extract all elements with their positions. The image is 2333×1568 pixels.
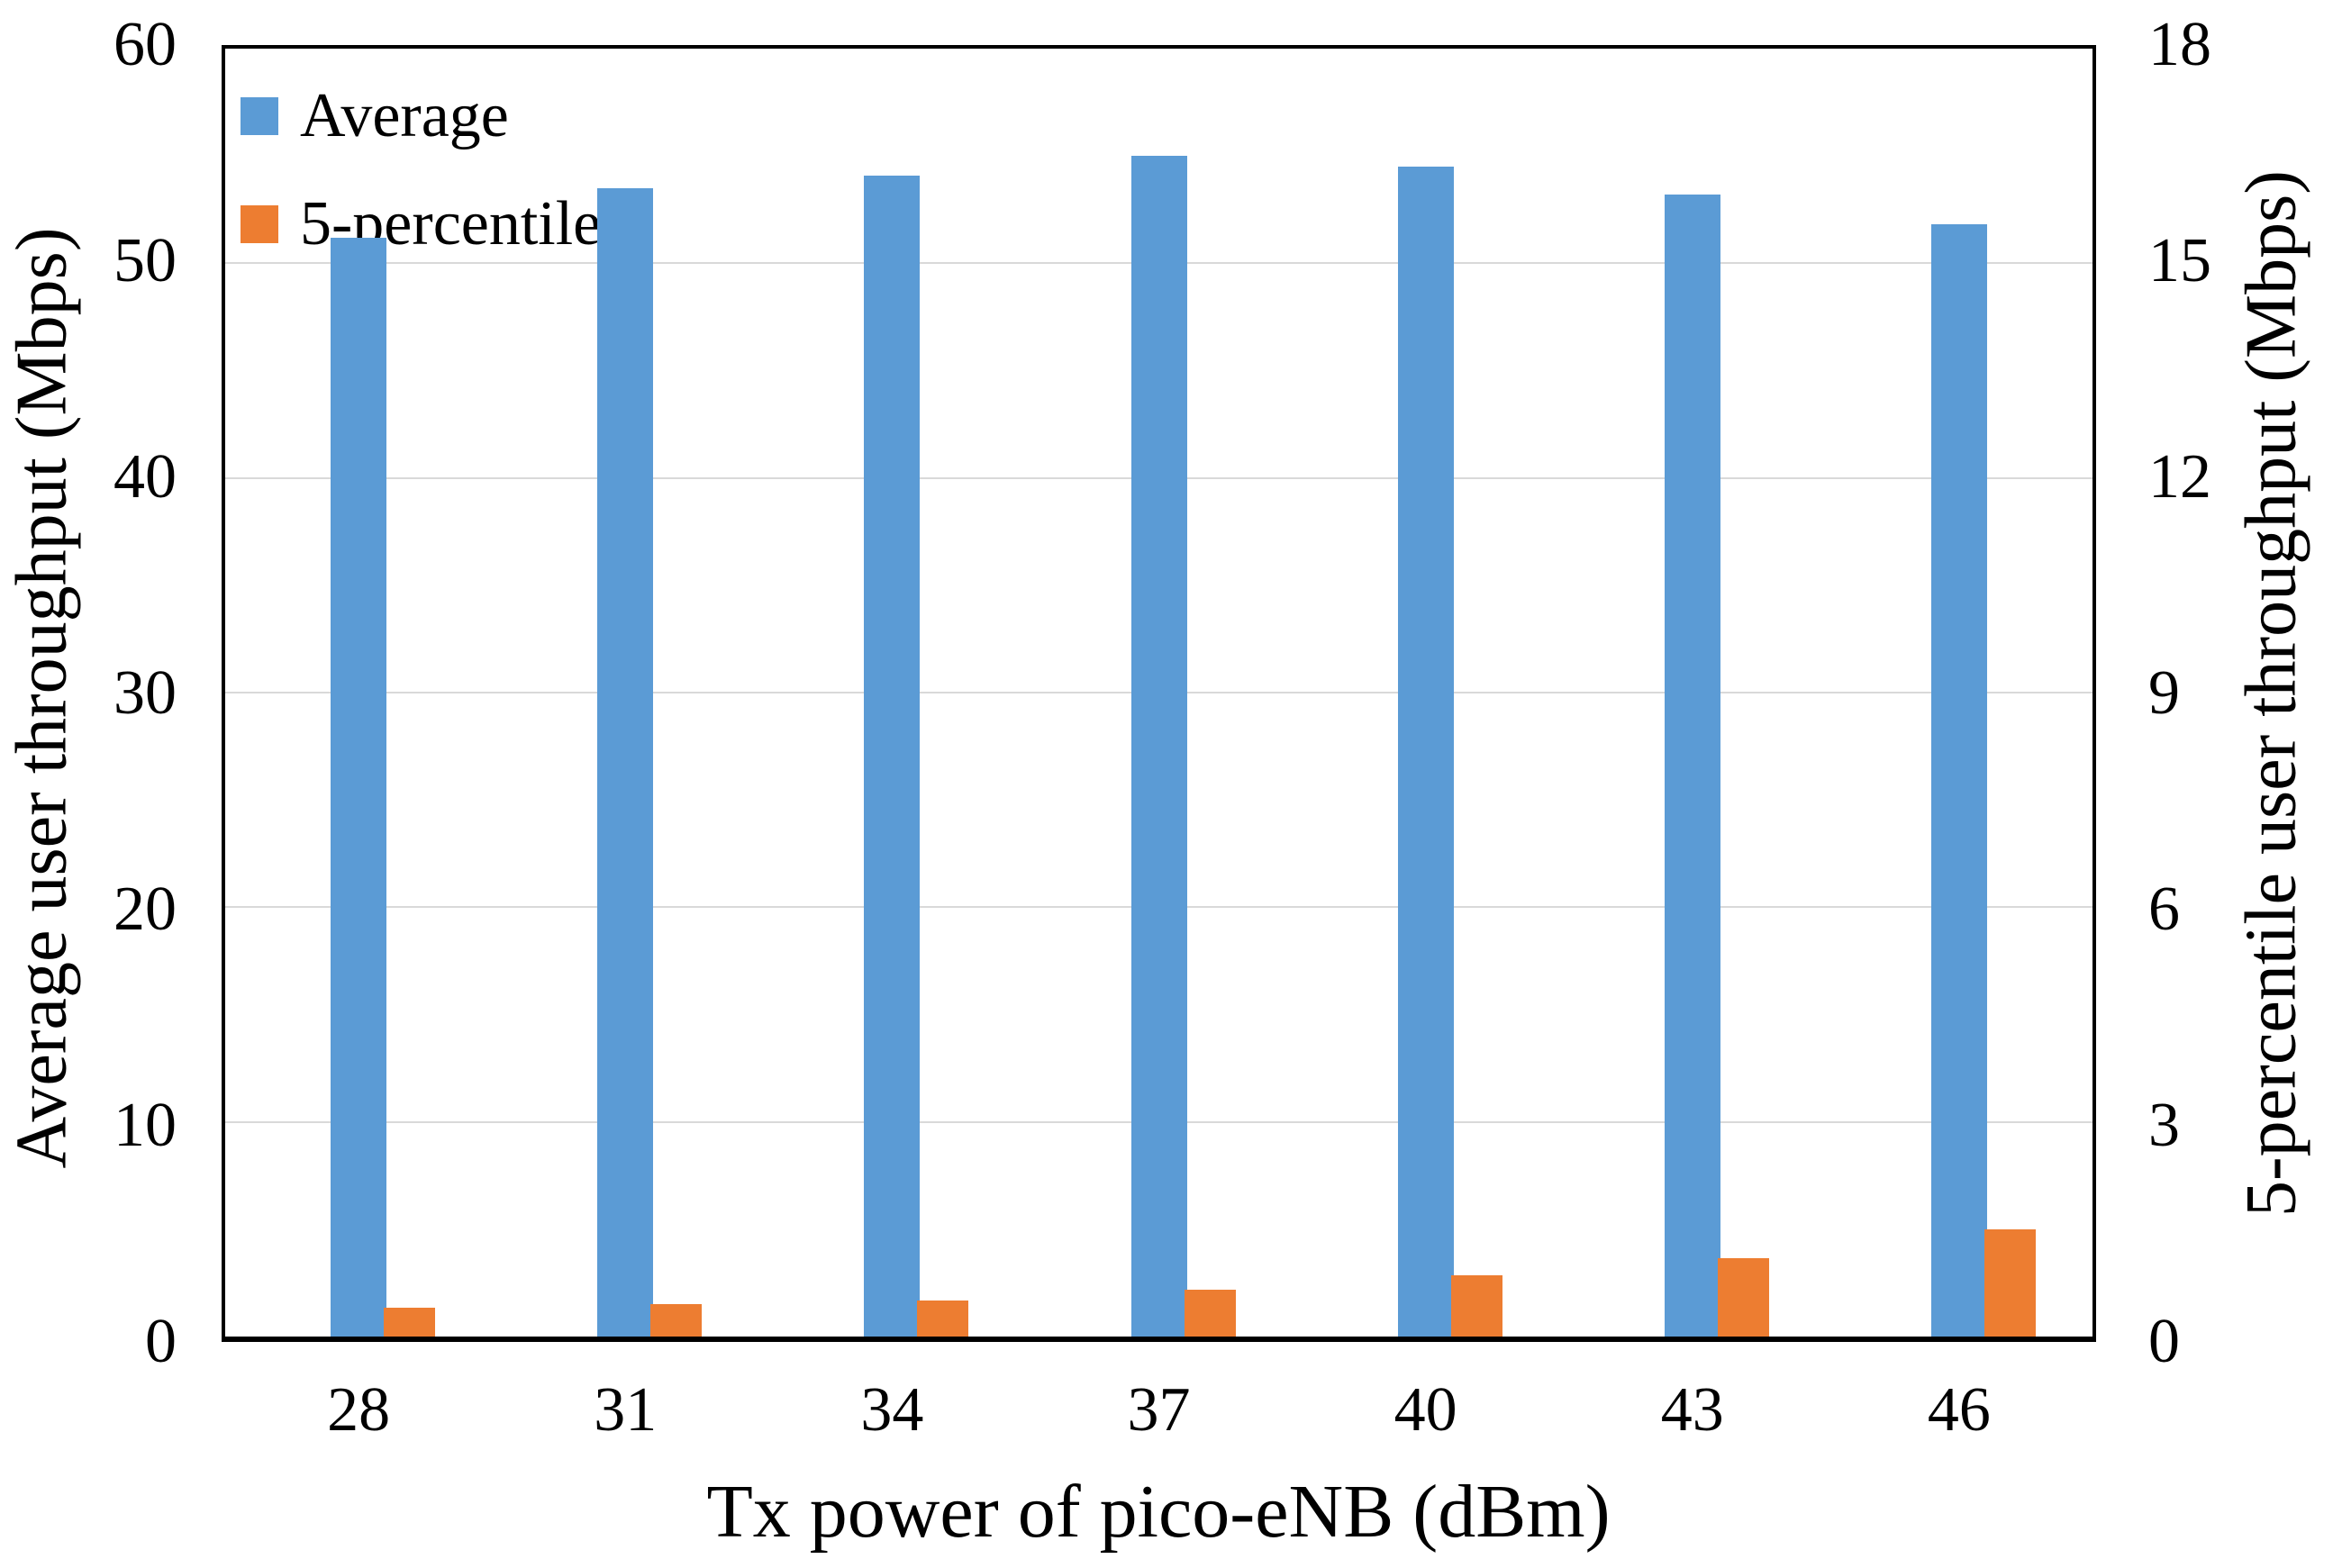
bar-5-percentile-28 (384, 1308, 436, 1337)
legend-label-average: Average (300, 81, 509, 150)
y-axis-right-tick-3: 3 (2148, 1091, 2180, 1160)
bar-5-percentile-43 (1717, 1257, 1769, 1337)
plot-area: Average 5-percentile (222, 45, 2096, 1342)
y-axis-left-tick-40: 40 (113, 442, 177, 512)
y-axis-left-tick-0: 0 (145, 1307, 177, 1376)
x-axis-tick-31: 31 (594, 1375, 658, 1445)
x-axis-tick-43: 43 (1660, 1375, 1724, 1445)
bar-average-34 (864, 175, 921, 1337)
y-axis-right-tick-9: 9 (2148, 658, 2180, 728)
x-axis-tick-37: 37 (1127, 1375, 1191, 1445)
y-axis-right-tick-6: 6 (2148, 875, 2180, 944)
bar-average-43 (1664, 195, 1720, 1337)
x-axis-tick-28: 28 (327, 1375, 391, 1445)
legend-swatch-5-percentile-icon (241, 205, 278, 243)
x-axis-tick-46: 46 (1927, 1375, 1991, 1445)
y-axis-left-tick-50: 50 (113, 226, 177, 295)
y-axis-right-tick-18: 18 (2148, 10, 2211, 79)
y-axis-left-tick-60: 60 (113, 10, 177, 79)
bar-5-percentile-46 (1984, 1228, 2036, 1337)
x-axis-title: Tx power of pico-eNB (dBm) (706, 1470, 1611, 1554)
bar-average-37 (1130, 156, 1187, 1337)
y-axis-left-tick-30: 30 (113, 658, 177, 728)
bar-5-percentile-37 (1184, 1290, 1236, 1337)
bar-5-percentile-31 (650, 1304, 703, 1337)
legend-item-5-percentile: 5-percentile (241, 193, 601, 256)
x-axis-tick-40: 40 (1393, 1375, 1457, 1445)
bar-average-31 (597, 187, 654, 1337)
legend-swatch-average-icon (241, 97, 278, 135)
legend-item-average: Average (241, 85, 601, 148)
bar-5-percentile-34 (917, 1301, 969, 1337)
bar-average-28 (331, 237, 387, 1337)
bar-average-40 (1397, 167, 1454, 1337)
y-axis-right-tick-15: 15 (2148, 226, 2211, 295)
y-axis-right-tick-12: 12 (2148, 442, 2211, 512)
bar-5-percentile-40 (1450, 1275, 1502, 1337)
y-axis-left-tick-20: 20 (113, 875, 177, 944)
bar-average-46 (1930, 224, 1987, 1337)
y-axis-right-tick-0: 0 (2148, 1307, 2180, 1376)
legend: Average 5-percentile (241, 85, 601, 256)
x-axis-tick-34: 34 (860, 1375, 924, 1445)
y-axis-left-tick-10: 10 (113, 1091, 177, 1160)
